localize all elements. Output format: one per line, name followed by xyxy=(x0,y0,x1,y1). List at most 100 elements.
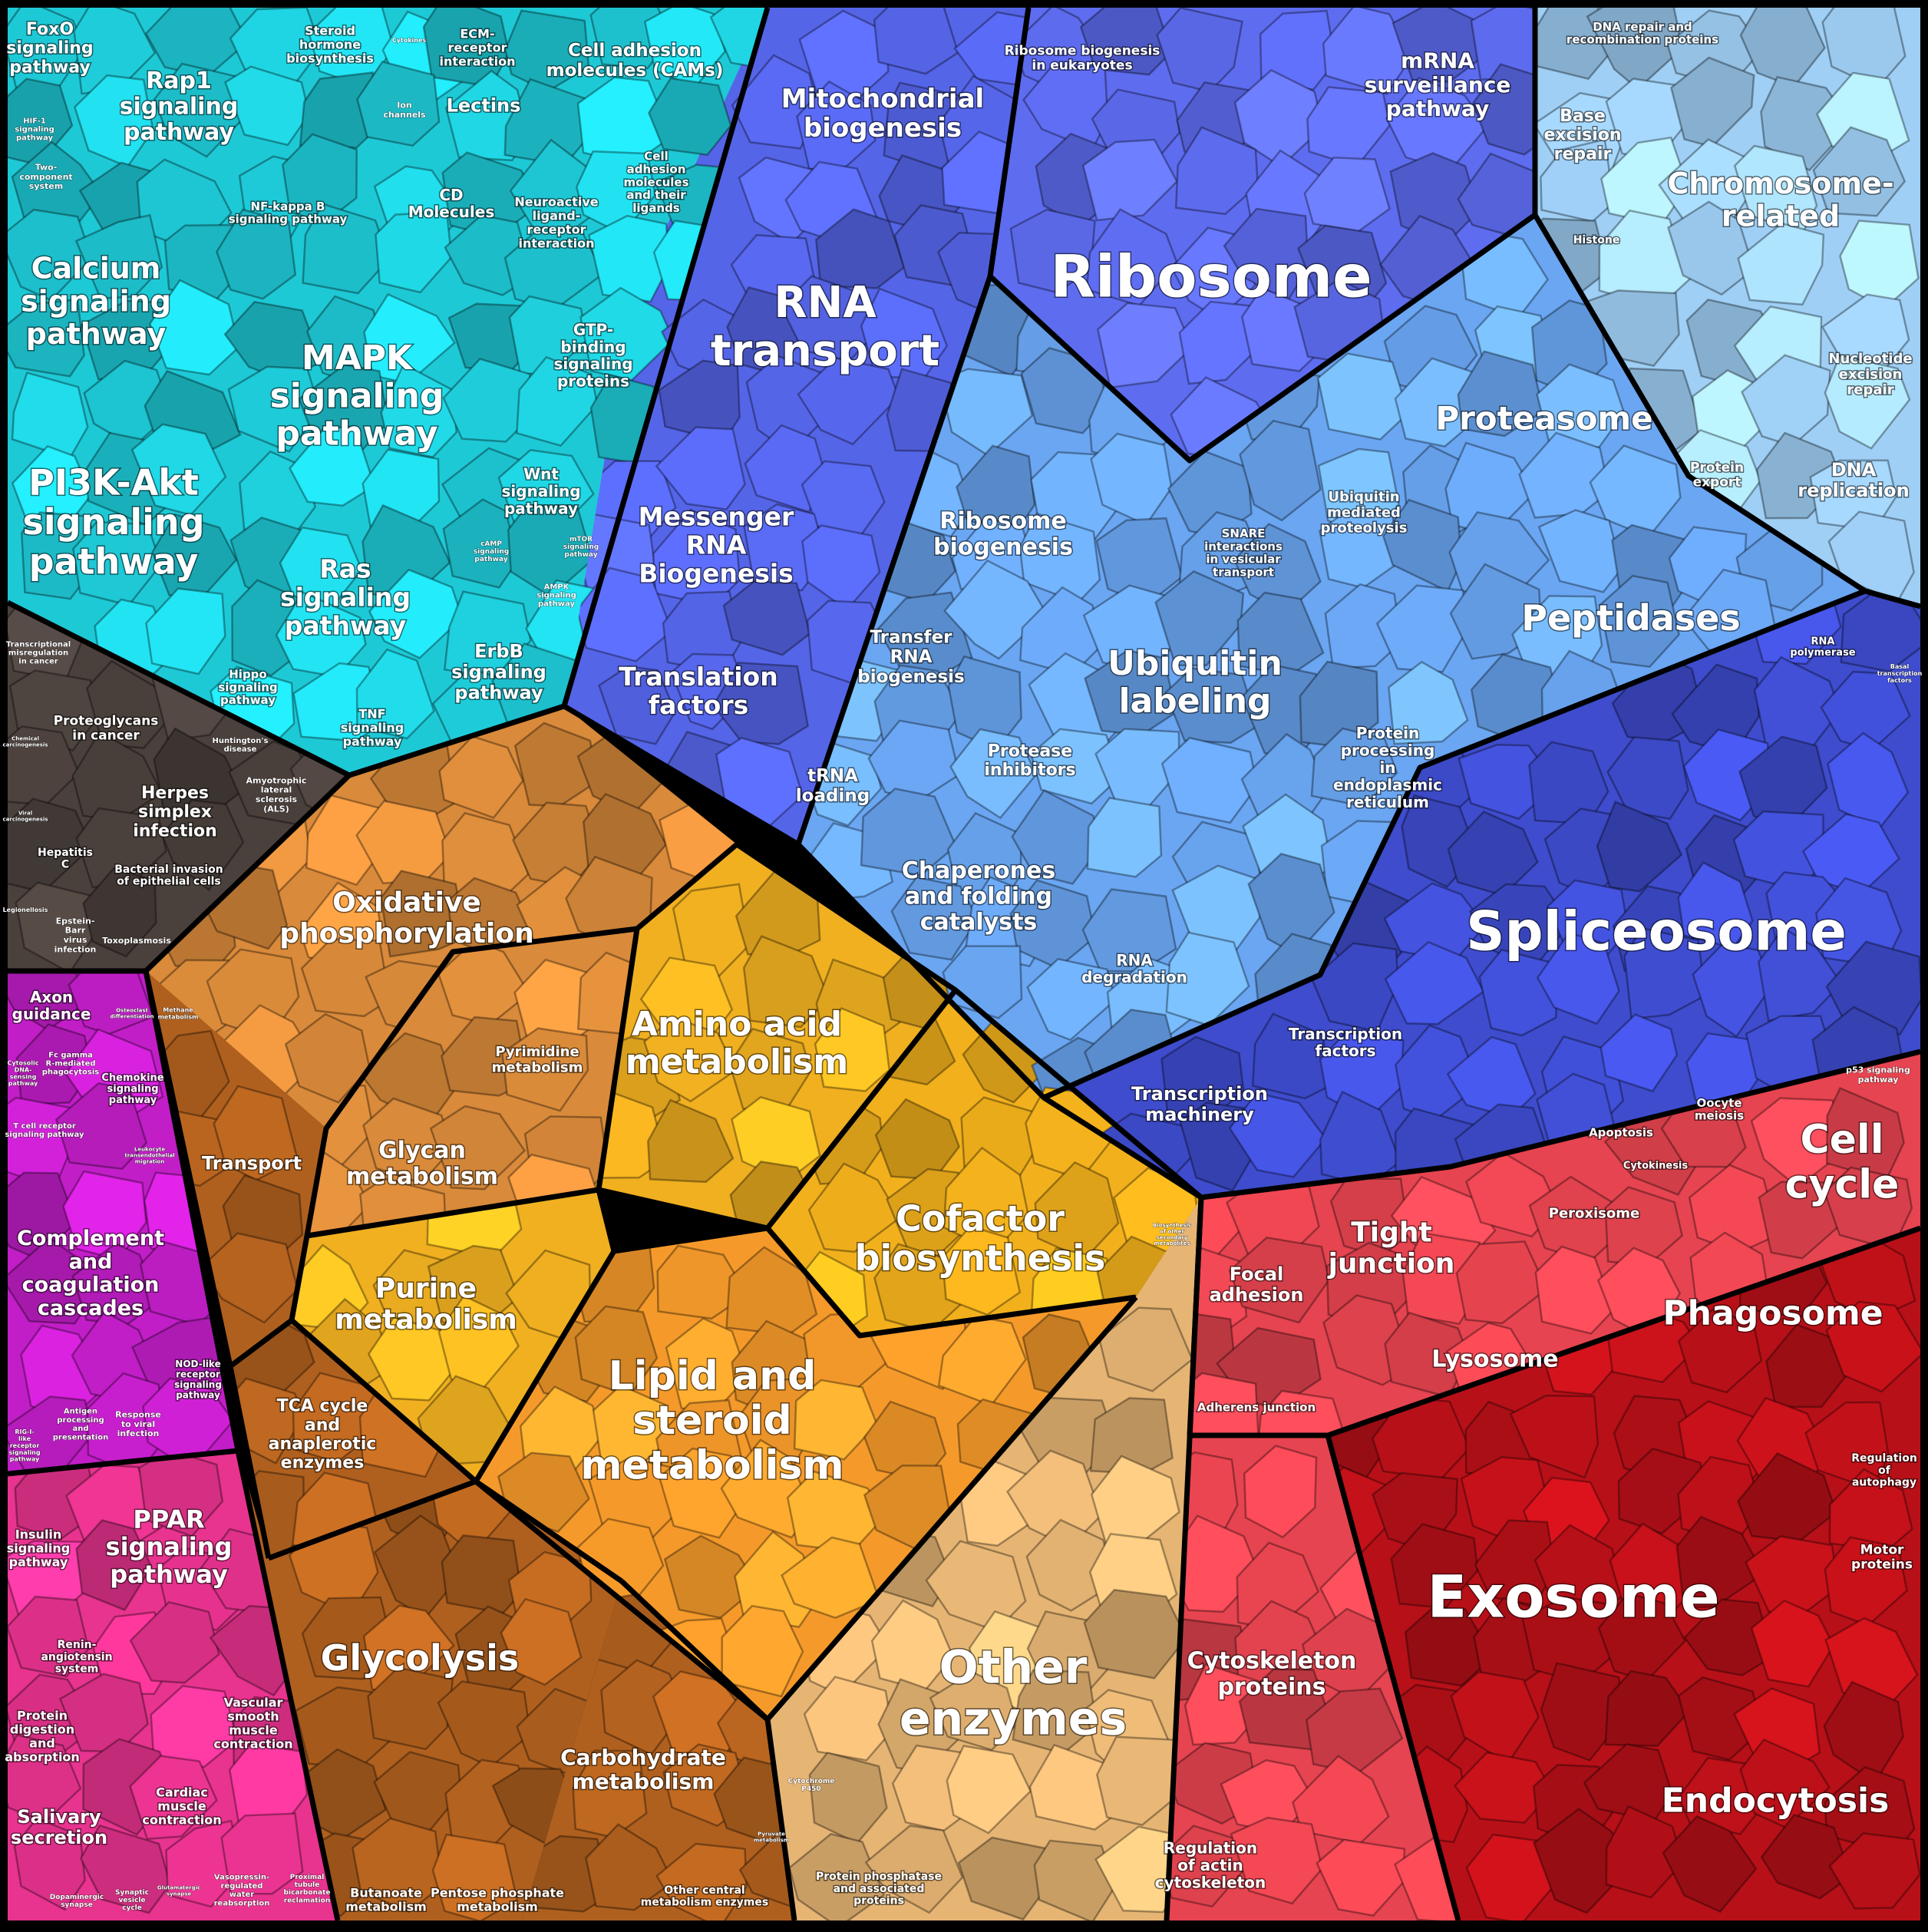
pathway-label-basal: Basal transcription factors xyxy=(1877,663,1923,684)
voronoi-cell xyxy=(814,208,906,289)
pathway-label-line: system xyxy=(55,1663,99,1676)
pathway-label-line: metabolism xyxy=(457,1900,538,1914)
voronoi-cell xyxy=(658,1447,747,1539)
pathway-label-line: Amyotrophic xyxy=(246,775,307,785)
pathway-label-line: excision xyxy=(1543,126,1621,145)
pathway-label-legion: Legionellosis xyxy=(3,907,48,913)
pathway-label-line: pathway xyxy=(504,499,578,517)
pathway-label-cytokines: Cytokines xyxy=(392,37,427,44)
pathway-label-line: pathway xyxy=(276,414,437,454)
pathway-label-line: signaling xyxy=(553,355,632,373)
voronoi-cell xyxy=(946,1745,1032,1835)
pathway-label-wnt: Wnt signaling pathway xyxy=(501,465,580,518)
pathway-label-line: Cell xyxy=(644,150,668,163)
pathway-label-axon: Axon guidance xyxy=(12,988,91,1023)
pathway-label-line: smooth xyxy=(227,1709,279,1724)
pathway-label-line: Chemical xyxy=(12,736,39,742)
pathway-label-line: Glycolysis xyxy=(321,1637,520,1679)
pathway-label-line: pathway xyxy=(1386,96,1489,121)
pathway-label-line: pathway xyxy=(538,600,575,609)
voronoi-cell xyxy=(647,77,732,157)
pathway-label-line: pathway xyxy=(8,1080,38,1087)
voronoi-cell xyxy=(647,1098,735,1184)
pathway-label-neuro: Neuroactive ligand-receptor interaction xyxy=(514,195,598,251)
pathway-label-tight: Tight junction xyxy=(1327,1217,1455,1279)
pathway-label-line: muscle xyxy=(229,1723,278,1738)
pathway-label-line: RNA xyxy=(774,278,877,328)
voronoi-cell xyxy=(1083,1588,1188,1679)
voronoi-cell xyxy=(1154,570,1245,667)
pathway-label-ionch: Ion channels xyxy=(383,101,426,120)
voronoi-cell xyxy=(1509,1394,1600,1479)
pathway-label-line: virus xyxy=(64,935,87,945)
voronoi-cell xyxy=(380,870,467,958)
pathway-label-cardiac: Cardiac muscle contraction xyxy=(142,1785,221,1828)
voronoi-cell xyxy=(367,1666,454,1751)
pathway-label-cams: Cell adhesion molecules (CAMs) xyxy=(546,41,724,81)
pathway-label-steroid: Steroid hormone biosynthesis xyxy=(286,24,374,66)
pathway-label-line: CD xyxy=(439,186,463,204)
pathway-label-line: synapse xyxy=(167,1891,192,1897)
pathway-label-line: digestion xyxy=(10,1722,74,1737)
pathway-label-protphos: Protein phosphatase and associated protein… xyxy=(816,1871,942,1907)
voronoi-cell xyxy=(1390,1523,1479,1610)
pathway-label-peroxisome: Peroxisome xyxy=(1549,1205,1639,1221)
pathway-label-line: Hippo xyxy=(229,668,266,682)
pathway-label-line: and associated xyxy=(834,1883,925,1895)
pathway-label-line: receptor xyxy=(447,41,507,55)
pathway-label-line: anaplerotic xyxy=(269,1435,377,1454)
pathway-label-proximal: Proximal tubule bicarbonate reclamation xyxy=(284,1874,331,1904)
pathway-label-proteaseinh: Protease inhibitors xyxy=(984,741,1075,780)
voronoi-cell xyxy=(643,1016,737,1103)
pathway-label-secmet: Biosynthesis of other secondary metabolites xyxy=(1153,1223,1191,1247)
voronoi-cell xyxy=(655,426,746,510)
voronoi-cell xyxy=(1164,667,1259,744)
pathway-label-line: angiotensin xyxy=(41,1651,112,1663)
pathway-label-line: signaling xyxy=(174,1379,222,1390)
pathway-label-line: AMPK xyxy=(544,583,570,591)
pathway-label-cellad: Cell adhesion molecules and their ligands xyxy=(623,150,688,215)
voronoi-cell xyxy=(500,1597,583,1686)
pathway-label-chromosome: Chromosome-related xyxy=(1667,167,1893,233)
voronoi-cell xyxy=(721,1604,804,1698)
pathway-label-rap1: Rap1 signaling pathway xyxy=(120,68,239,146)
voronoi-cell xyxy=(807,1162,902,1253)
region-carbohydrate-metabolism xyxy=(522,1581,794,1920)
voronoi-cell xyxy=(1025,1518,1117,1612)
voronoi-cell xyxy=(302,203,390,295)
pathway-label-line: Neuroactive xyxy=(514,195,598,210)
pathway-label-line: Viral xyxy=(18,811,32,817)
pathway-label-line: Spliceosome xyxy=(1466,900,1847,963)
pathway-label-line: Barr xyxy=(65,926,86,936)
pathway-label-line: Wnt xyxy=(523,465,559,484)
pathway-label-line: loading xyxy=(796,786,870,806)
pathway-label-line: pathway xyxy=(9,58,91,77)
pathway-label-line: guidance xyxy=(12,1005,91,1023)
pathway-label-line: meiosis xyxy=(1695,1109,1744,1123)
pathway-label-ner: Nucleotide excision repair xyxy=(1828,351,1912,398)
pathway-label-line: pathway xyxy=(1858,1075,1899,1085)
voronoi-cell xyxy=(300,938,391,1018)
pathway-label-line: Peptidases xyxy=(1521,597,1741,639)
pathway-label-camp: cAMP signaling pathway xyxy=(474,540,509,563)
pathway-label-line: Messenger xyxy=(639,502,794,532)
pathway-label-line: metabolism xyxy=(158,1013,199,1020)
pathway-label-line: metabolism xyxy=(335,1304,517,1336)
voronoi-cell xyxy=(929,1670,1018,1752)
pathway-label-line: signaling xyxy=(563,543,599,551)
pathway-label-line: water xyxy=(229,1891,255,1899)
pathway-label-ebv: Epstein-Barr virus infection xyxy=(54,916,97,954)
pathway-label-line: reticulum xyxy=(1346,793,1429,811)
pathway-label-line: endoplasmic xyxy=(1333,775,1442,794)
voronoi-cell xyxy=(1606,736,1689,821)
pathway-label-line: Cytokines xyxy=(392,37,427,44)
pathway-label-foxo: FoxO signaling pathway xyxy=(6,20,93,77)
voronoi-cell xyxy=(227,365,322,453)
pathway-label-line: muscle xyxy=(157,1799,206,1814)
pathway-label-line: RNA xyxy=(686,530,747,560)
pathway-label-line: Bacterial invasion xyxy=(114,864,223,876)
voronoi-cell xyxy=(1623,926,1707,1020)
voronoi-cell xyxy=(1029,728,1122,805)
pathway-label-line: Peroxisome xyxy=(1549,1205,1639,1221)
